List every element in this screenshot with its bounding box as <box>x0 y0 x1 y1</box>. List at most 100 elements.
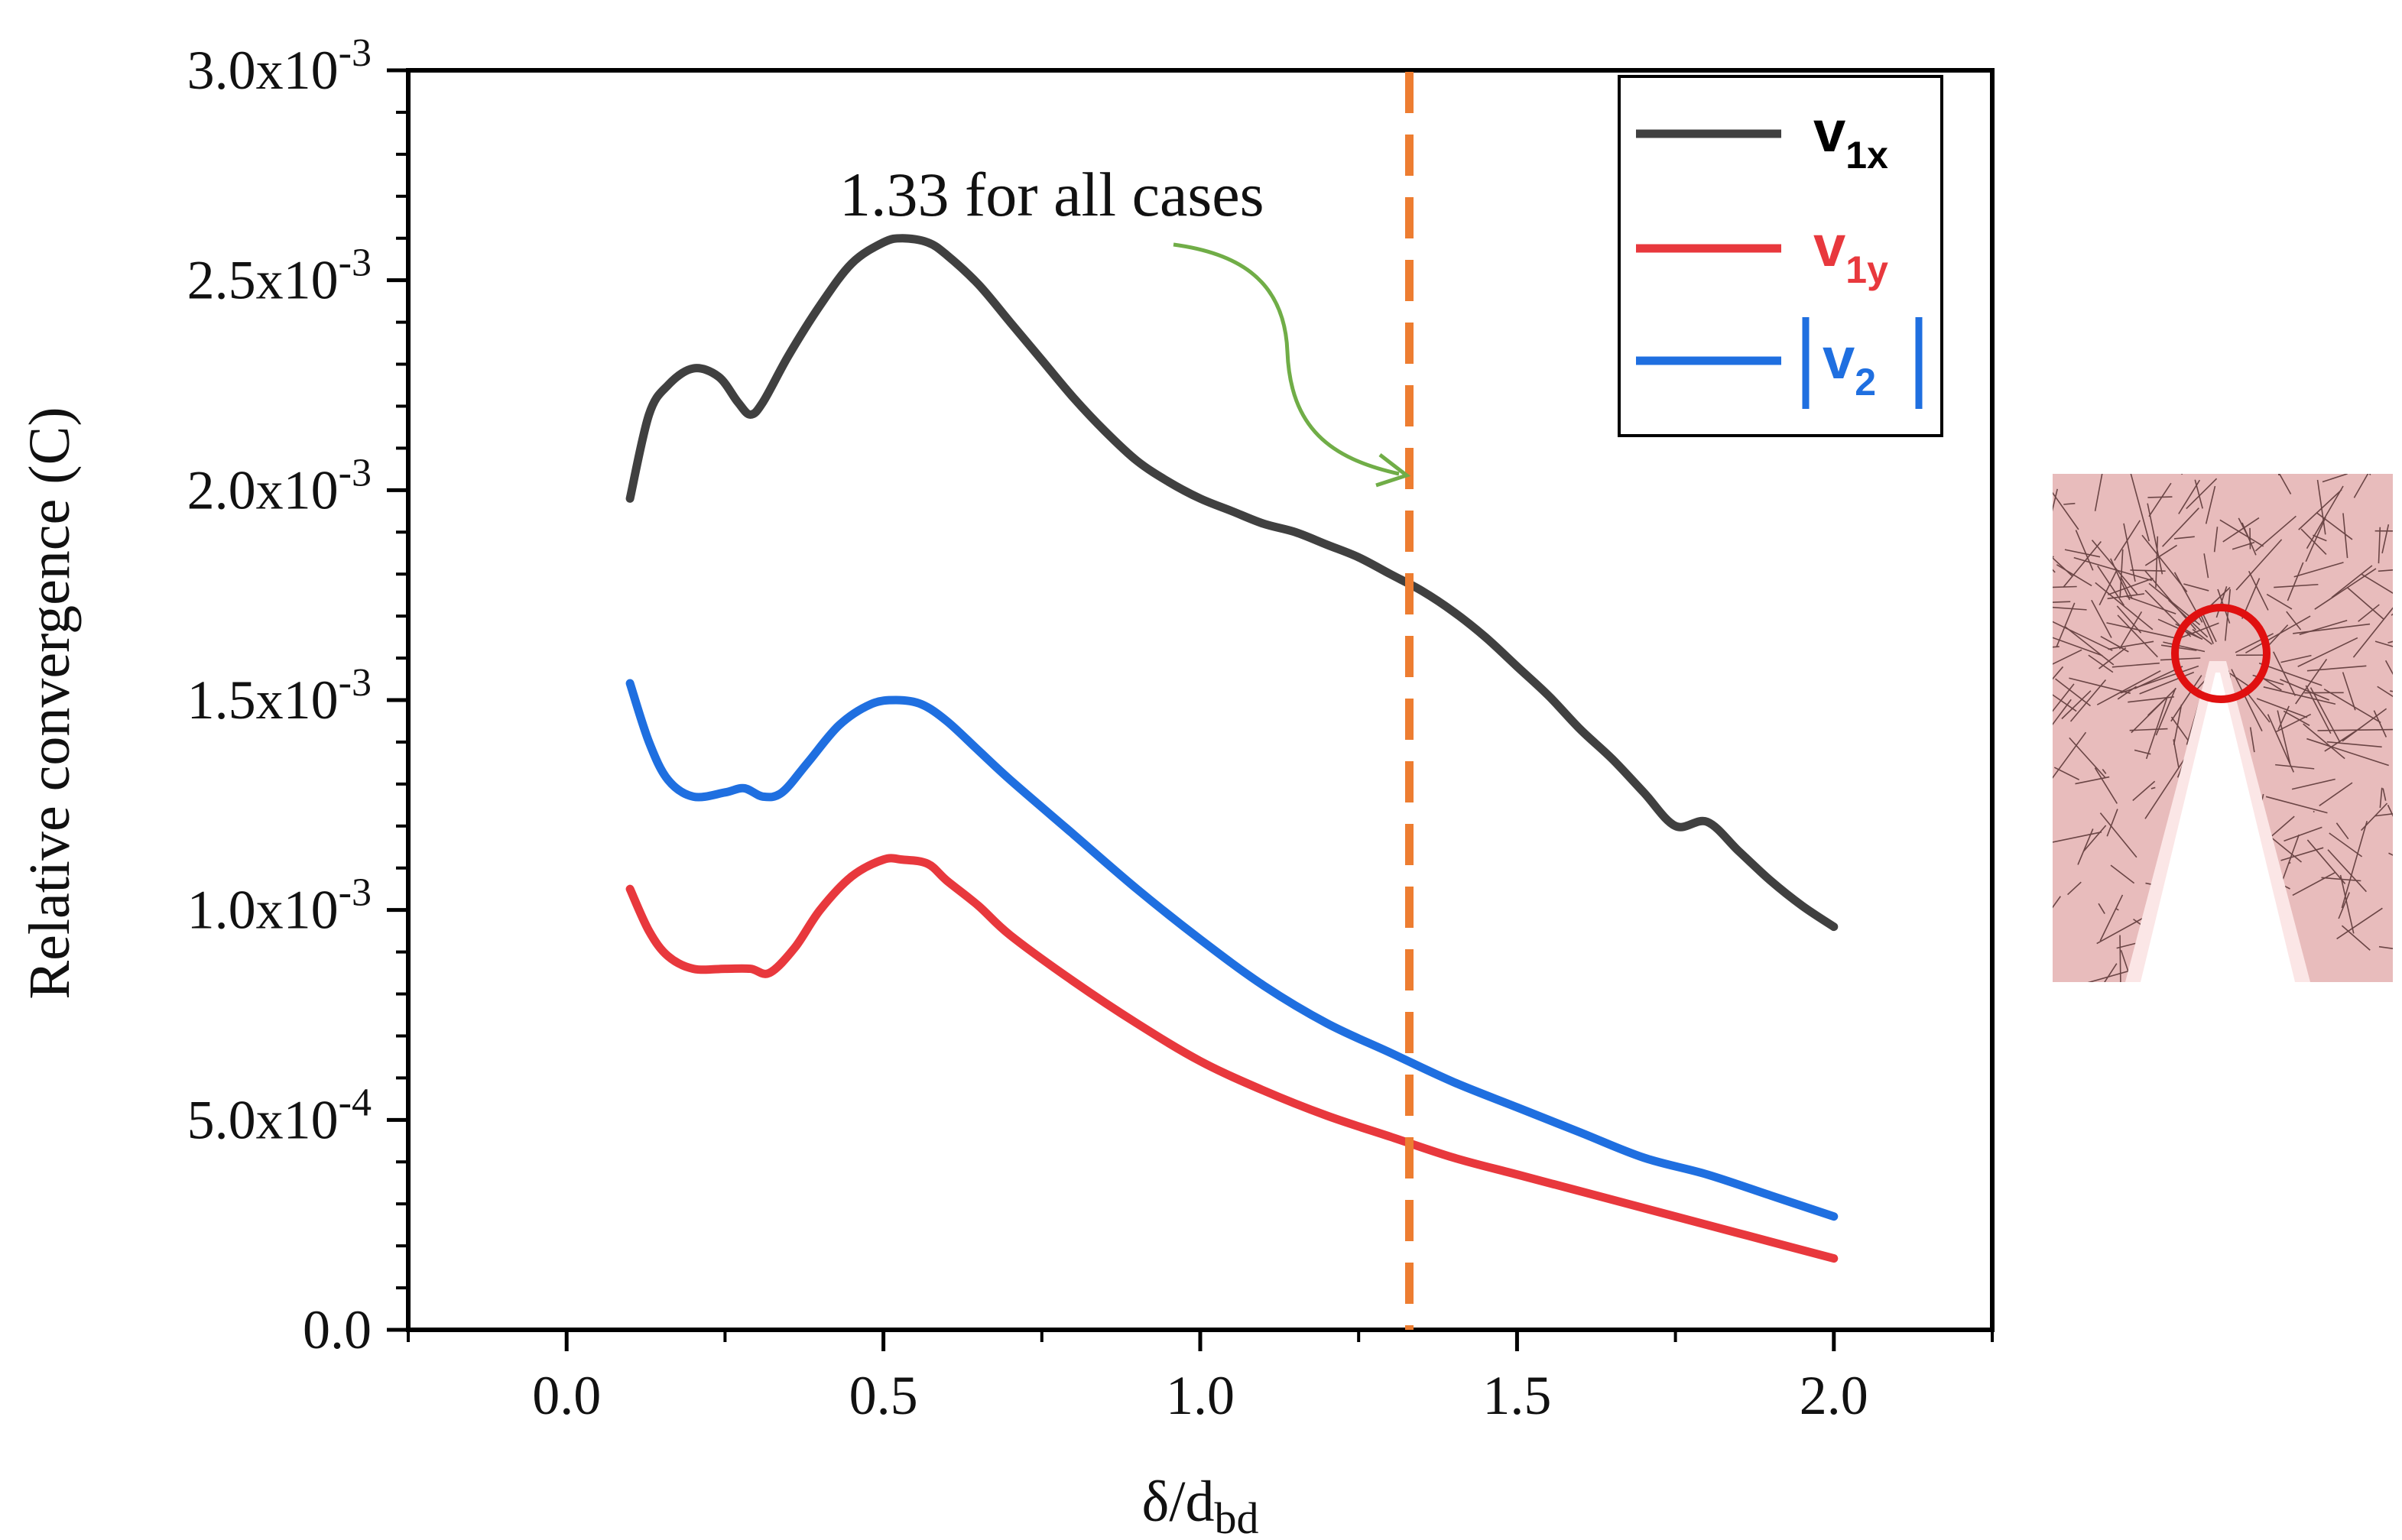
mesh-edge <box>1934 601 1988 650</box>
mesh-edge <box>2053 637 2103 657</box>
mesh-edge <box>2099 812 2137 858</box>
mesh-edge <box>2197 368 2251 435</box>
mesh-edge <box>2106 622 2180 640</box>
mesh-edge <box>1842 741 1910 780</box>
mesh-edge <box>1952 670 2005 725</box>
mesh-edge <box>2064 625 2115 666</box>
mesh-edge <box>2331 565 2373 598</box>
mesh-edge <box>2053 569 2056 573</box>
mesh-edge <box>2314 568 2377 610</box>
mesh-edge <box>2056 564 2092 587</box>
mesh-edge <box>2278 474 2292 494</box>
y-tick-label-6: 3.0x10-3 <box>187 31 372 101</box>
mesh-edge <box>2256 698 2308 718</box>
mesh-edge <box>2396 832 2402 853</box>
mesh-edge <box>2291 778 2335 790</box>
mesh-edge <box>2286 611 2302 631</box>
mesh-edge <box>2306 738 2389 767</box>
mesh-edge <box>2155 536 2159 588</box>
mesh-edge <box>2102 769 2107 774</box>
mesh-edge <box>2284 826 2322 842</box>
mesh-edge <box>2110 864 2135 884</box>
annotation-arrowhead <box>1375 453 1411 488</box>
mesh-edge <box>2096 669 2161 705</box>
mesh-edge <box>2130 474 2150 542</box>
mesh-edge <box>2352 607 2393 658</box>
mesh-edge <box>2254 515 2297 552</box>
mesh-edge <box>2342 672 2356 711</box>
mesh-edge <box>2095 582 2154 631</box>
legend-label-v1x: v1x <box>1813 99 1888 177</box>
mesh-edge <box>2373 710 2387 738</box>
mesh-edge <box>2235 539 2283 591</box>
mesh-edge <box>2238 517 2251 541</box>
mesh-edge <box>2378 945 2393 950</box>
mesh-edge <box>2061 690 2092 720</box>
mesh-edge <box>2339 874 2355 934</box>
y-tick-label-3: 1.5x10-3 <box>187 661 372 731</box>
mesh-edge <box>2099 647 2127 669</box>
mesh-edge <box>2053 666 2064 680</box>
mesh-edge <box>2219 519 2264 547</box>
mesh-edge <box>2382 788 2387 801</box>
mesh-edge <box>2335 822 2349 840</box>
mesh-edge <box>1884 597 1965 650</box>
legend-label-v1x-main: v <box>1813 99 1845 164</box>
mesh-edge <box>2231 669 2263 731</box>
x-axis-title: δ/dbd <box>1142 1470 1259 1540</box>
x-tick-label-4: 2.0 <box>1800 1365 1868 1426</box>
mesh-edge <box>2222 517 2260 543</box>
mesh-edge <box>2141 534 2188 592</box>
mesh-edge <box>2280 443 2319 459</box>
mesh-notch-inset <box>1842 334 2402 982</box>
mesh-edge <box>2116 605 2142 634</box>
mesh-edge <box>2293 562 2344 578</box>
mesh-edge <box>2086 334 2118 384</box>
mesh-edge <box>2248 570 2269 611</box>
mesh-edge <box>2323 689 2381 724</box>
mesh-edge <box>2094 767 2118 804</box>
mesh-edge <box>2162 507 2199 547</box>
legend-label-v1y-subscript: 1y <box>1845 248 1888 291</box>
mesh-edge <box>2132 780 2156 802</box>
mesh-edge <box>2283 710 2310 726</box>
mesh-edge <box>2170 675 2202 722</box>
mesh-edge <box>2067 881 2082 896</box>
mesh-edge <box>2088 654 2114 673</box>
mesh-edge <box>2097 565 2125 606</box>
mesh-edge <box>2309 687 2341 743</box>
mesh-edge <box>2131 688 2176 734</box>
mesh-edge <box>1946 592 2010 660</box>
mesh-edge <box>2072 362 2108 422</box>
mesh-edge <box>2358 604 2380 622</box>
mesh-edge <box>2115 908 2119 911</box>
mesh-edge <box>2053 649 2082 665</box>
mesh-edge <box>2104 963 2118 982</box>
mesh-edge <box>2384 660 2393 676</box>
series-line-v1y <box>625 854 1839 1263</box>
mesh-edge <box>1896 734 1951 756</box>
mesh-edge <box>2150 786 2156 789</box>
mesh-edge <box>2293 623 2371 634</box>
mesh-edge <box>2157 336 2176 384</box>
mesh-edge <box>2316 479 2326 535</box>
mesh-edge <box>2202 613 2217 643</box>
mesh-edge <box>2111 662 2160 668</box>
mesh-edge <box>2117 614 2158 658</box>
mesh-edge <box>2338 892 2350 919</box>
mesh-edge <box>1920 828 1997 832</box>
mesh-edge <box>2377 686 2393 698</box>
mesh-edge <box>2378 569 2393 572</box>
mesh-edge <box>2260 427 2299 453</box>
mesh-edge <box>2267 714 2295 773</box>
mesh-edge <box>2292 871 2336 896</box>
mesh-edge <box>2338 413 2385 460</box>
mesh-edge <box>2183 583 2209 592</box>
mesh-edge <box>2069 677 2131 694</box>
mesh-edge <box>2361 802 2388 832</box>
mesh-edge <box>2116 942 2136 949</box>
mesh-edge <box>2303 723 2345 760</box>
mesh-edge <box>2119 549 2124 598</box>
mesh-edge <box>2300 528 2327 556</box>
